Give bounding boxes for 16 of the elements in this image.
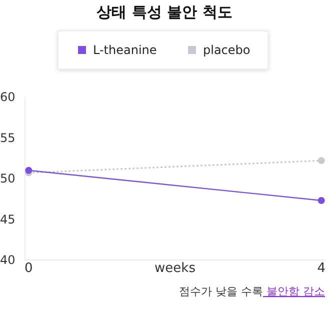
point — [25, 166, 32, 174]
point — [318, 157, 325, 164]
x-tick-label: 4 — [317, 261, 326, 276]
text: 불안함 감소 — [263, 285, 325, 298]
y-tick-label: 45 — [0, 212, 16, 226]
text: 점수가 낮을 수록 — [179, 285, 263, 298]
y-tick-label: 60 — [0, 90, 16, 104]
point — [318, 197, 325, 204]
y-tick-label: 50 — [0, 172, 16, 186]
x-tick-label: 0 — [24, 261, 33, 276]
y-tick-label: 55 — [0, 130, 16, 145]
chart-title: 상태 특성 불안 척도 — [96, 3, 232, 21]
legend-label: L-theanine — [93, 43, 157, 57]
y-tick-label: 40 — [0, 253, 16, 268]
legend-label: placebo — [203, 43, 250, 57]
x-axis-title: weeks — [154, 261, 196, 276]
